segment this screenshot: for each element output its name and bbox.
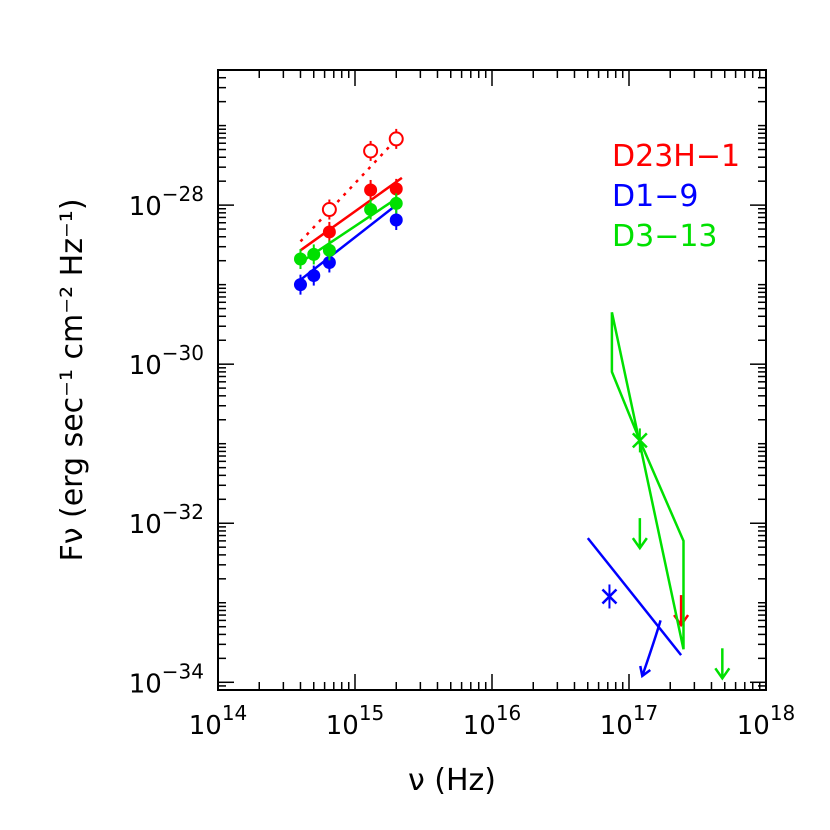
y-axis-label: Fν (erg sec⁻¹ cm⁻² Hz⁻¹) xyxy=(55,198,90,561)
fit-line xyxy=(299,176,403,252)
data-point xyxy=(389,213,403,227)
upper-limit-arrow-head xyxy=(714,667,731,681)
x-axis-label: ν (Hz) xyxy=(408,763,496,798)
legend-label-d23h-1: D23H−1 xyxy=(612,139,740,174)
xray-bowtie xyxy=(610,311,685,650)
data-point-open xyxy=(388,131,404,147)
x-tick-label: 1015 xyxy=(326,701,385,741)
data-point xyxy=(322,243,336,257)
data-point xyxy=(293,252,307,266)
data-point xyxy=(364,203,378,217)
series-d3-13 xyxy=(293,193,731,681)
y-tick-label: 10−28 xyxy=(129,182,204,222)
axis-tick-labels: 1014 1015 1016 1017 1018 10−34 10−32 10−30 10−28 xyxy=(129,182,796,741)
legend-label-d3-13: D3−13 xyxy=(612,219,718,254)
data-point-open xyxy=(321,202,337,218)
curved-limit-arrow-head xyxy=(639,665,652,679)
data-point xyxy=(293,278,307,292)
legend: D23H−1 D1−9 D3−13 xyxy=(612,139,740,254)
xray-slope-line xyxy=(586,537,683,656)
legend-label-d1-9: D1−9 xyxy=(612,179,698,214)
xray-detection xyxy=(601,584,618,609)
data-point-open xyxy=(363,143,379,159)
data-point xyxy=(322,255,336,269)
y-tick-label: 10−30 xyxy=(129,341,204,381)
chart-marks xyxy=(293,128,731,681)
axis-ticks xyxy=(217,69,767,691)
data-point xyxy=(389,182,403,196)
x-tick-label: 1018 xyxy=(737,701,796,741)
x-tick-label: 1017 xyxy=(600,701,659,741)
data-point xyxy=(364,183,378,197)
data-point xyxy=(389,196,403,210)
xray-detection xyxy=(631,428,648,453)
curved-limit-arrow xyxy=(641,620,662,677)
fit-line-dotted xyxy=(299,132,403,243)
x-tick-label: 1014 xyxy=(189,701,248,741)
data-point xyxy=(307,247,321,261)
fit-line xyxy=(299,204,397,281)
y-tick-label: 10−32 xyxy=(129,500,204,540)
upper-limit-arrow xyxy=(714,648,731,681)
data-point xyxy=(307,269,321,283)
upper-limit-arrow-head xyxy=(631,537,648,551)
series-d23h-1 xyxy=(299,128,690,628)
series-d1-9 xyxy=(293,204,683,679)
y-tick-label: 10−34 xyxy=(129,659,204,699)
upper-limit-arrow xyxy=(631,518,648,551)
data-point xyxy=(322,225,336,239)
x-tick-label: 1016 xyxy=(463,701,522,741)
